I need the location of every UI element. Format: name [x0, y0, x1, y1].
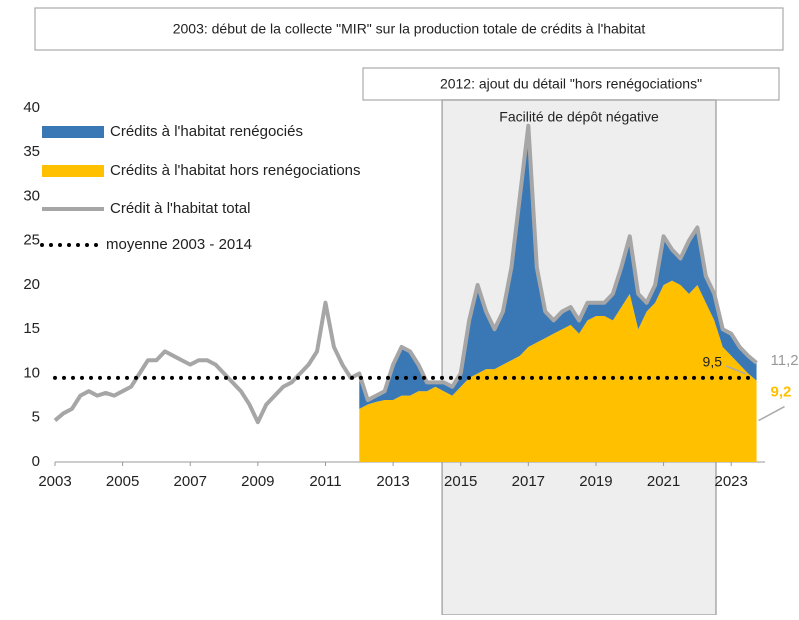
x-tick-label: 2011 [309, 473, 341, 490]
x-tick-label: 2009 [241, 473, 274, 490]
annotation: 2003: début de la collecte "MIR" sur la … [173, 21, 646, 37]
x-tick-label: 2023 [715, 473, 748, 490]
y-tick-label: 0 [32, 453, 40, 470]
end-label-hors: 9,2 [771, 384, 792, 401]
x-tick-label: 2015 [444, 473, 477, 490]
y-tick-label: 40 [23, 99, 40, 116]
x-tick-label: 2017 [512, 473, 545, 490]
legend-label: moyenne 2003 - 2014 [106, 236, 252, 253]
leader [725, 365, 747, 375]
area-hors-renegociations [359, 280, 757, 462]
y-tick-label: 20 [23, 276, 40, 293]
leader [758, 405, 785, 422]
legend-label: Crédits à l'habitat hors renégociations [110, 162, 361, 179]
x-tick-label: 2019 [579, 473, 612, 490]
y-tick-label: 35 [23, 143, 40, 160]
x-tick-label: 2005 [106, 473, 139, 490]
legend-swatch [42, 165, 104, 177]
y-tick-label: 5 [32, 409, 40, 426]
y-tick-label: 15 [23, 320, 40, 337]
x-tick-label: 2013 [376, 473, 409, 490]
y-tick-label: 30 [23, 187, 40, 204]
mean-label: 9,5 [703, 354, 723, 370]
annotation-box [34, 7, 784, 51]
y-tick-label: 25 [23, 232, 40, 249]
annotation: 2012: ajout du détail "hors renégociatio… [440, 76, 702, 92]
area-renegocies [359, 125, 757, 409]
shade-label: Facilité de dépôt négative [499, 109, 659, 125]
x-tick-label: 2007 [174, 473, 207, 490]
end-label-total: 11,2 [771, 352, 799, 369]
legend-swatch [42, 126, 104, 138]
annotation-box [362, 67, 780, 101]
x-tick-label: 2003 [38, 473, 71, 490]
legend-label: Crédit à l'habitat total [110, 200, 250, 217]
legend-label: Crédits à l'habitat renégociés [110, 123, 303, 140]
y-tick-label: 10 [23, 364, 40, 381]
line-total [53, 123, 758, 425]
x-tick-label: 2021 [647, 473, 680, 490]
